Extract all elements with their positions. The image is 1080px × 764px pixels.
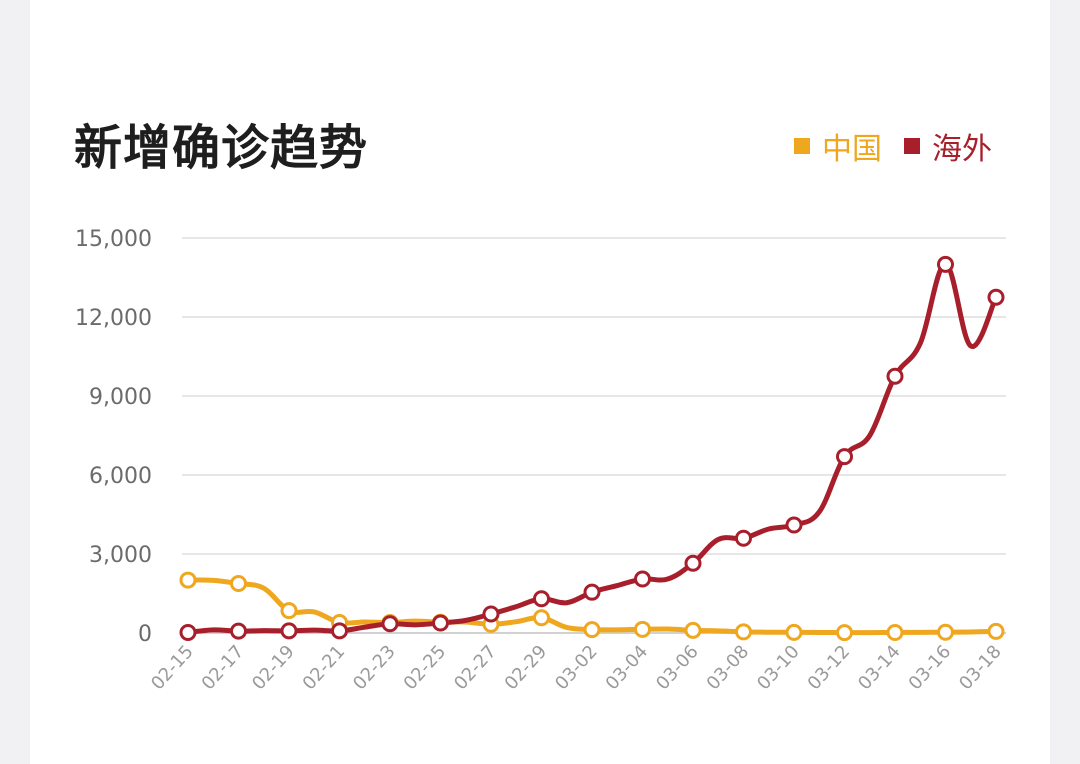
data-point-china[interactable] bbox=[634, 620, 651, 638]
x-tick-label: 02-15 bbox=[147, 641, 198, 694]
data-point-overseas[interactable] bbox=[280, 622, 298, 640]
data-point-china[interactable] bbox=[179, 571, 197, 589]
data-point-china[interactable] bbox=[886, 623, 904, 641]
y-tick-label: 15,000 bbox=[75, 227, 152, 252]
data-point-china[interactable] bbox=[735, 623, 752, 641]
grid bbox=[182, 237, 1006, 634]
chart-card: 新增确诊趋势 中国 海外 bbox=[30, 0, 1050, 764]
x-tick-label: 03-06 bbox=[652, 641, 703, 694]
y-axis-ticks: 0 3,000 6,000 9,000 12,000 15,000 bbox=[75, 227, 152, 647]
x-tick-label: 02-17 bbox=[198, 641, 249, 694]
series-points bbox=[179, 255, 1005, 642]
x-tick-label: 02-29 bbox=[501, 641, 552, 694]
data-point-overseas[interactable] bbox=[836, 448, 853, 466]
x-tick-label: 02-21 bbox=[299, 641, 350, 694]
data-point-china[interactable] bbox=[583, 621, 601, 639]
x-tick-label: 03-14 bbox=[854, 641, 905, 694]
legend: 中国 海外 bbox=[772, 124, 992, 168]
data-point-overseas[interactable] bbox=[684, 554, 702, 572]
x-tick-label: 02-19 bbox=[248, 641, 299, 694]
data-point-overseas[interactable] bbox=[482, 605, 500, 623]
data-point-china[interactable] bbox=[937, 623, 954, 641]
y-tick-label: 3,000 bbox=[89, 543, 152, 568]
x-tick-label: 02-25 bbox=[400, 641, 451, 694]
legend-swatch-overseas bbox=[904, 138, 920, 154]
x-tick-label: 03-12 bbox=[804, 641, 855, 694]
series-line-overseas bbox=[185, 261, 999, 635]
y-tick-label: 12,000 bbox=[75, 306, 152, 331]
x-tick-label: 02-23 bbox=[349, 641, 400, 694]
x-tick-label: 03-02 bbox=[551, 641, 602, 694]
data-point-overseas[interactable] bbox=[886, 367, 904, 385]
data-point-overseas[interactable] bbox=[735, 529, 752, 547]
data-point-overseas[interactable] bbox=[937, 255, 954, 273]
data-point-overseas[interactable] bbox=[331, 622, 348, 640]
x-axis-ticks: 02-15 02-17 02-19 02-21 02-23 02-25 02-27 02-29… bbox=[147, 641, 1006, 694]
legend-label-overseas: 海外 bbox=[932, 132, 992, 167]
data-point-china[interactable] bbox=[684, 621, 702, 639]
data-point-china[interactable] bbox=[280, 602, 298, 620]
series-lines bbox=[185, 261, 999, 636]
y-tick-label: 9,000 bbox=[89, 385, 152, 410]
x-tick-label: 03-10 bbox=[753, 641, 804, 694]
data-point-overseas[interactable] bbox=[179, 623, 197, 641]
chart-title: 新增确诊趋势 bbox=[74, 120, 369, 176]
data-point-overseas[interactable] bbox=[785, 516, 803, 534]
legend-swatch-china bbox=[794, 138, 810, 154]
y-tick-label: 0 bbox=[138, 622, 152, 647]
legend-label-china: 中国 bbox=[822, 132, 882, 167]
data-point-overseas[interactable] bbox=[583, 583, 601, 601]
data-point-china[interactable] bbox=[533, 609, 550, 627]
x-tick-label: 02-27 bbox=[450, 641, 501, 694]
data-point-overseas[interactable] bbox=[634, 570, 651, 588]
legend-item-china[interactable]: 中国 bbox=[794, 124, 882, 168]
data-point-china[interactable] bbox=[987, 622, 1005, 640]
data-point-china[interactable] bbox=[230, 574, 247, 592]
data-point-overseas[interactable] bbox=[432, 614, 449, 632]
legend-item-overseas[interactable]: 海外 bbox=[904, 124, 992, 168]
y-tick-label: 6,000 bbox=[89, 464, 152, 489]
data-point-overseas[interactable] bbox=[533, 590, 550, 608]
x-tick-label: 03-08 bbox=[703, 641, 754, 694]
data-point-china[interactable] bbox=[836, 624, 853, 642]
data-point-overseas[interactable] bbox=[987, 288, 1005, 306]
data-point-overseas[interactable] bbox=[381, 615, 399, 633]
data-point-overseas[interactable] bbox=[230, 622, 247, 640]
x-tick-label: 03-16 bbox=[905, 641, 956, 694]
x-tick-label: 03-04 bbox=[602, 641, 653, 694]
x-tick-label: 03-18 bbox=[955, 641, 1006, 694]
data-point-china[interactable] bbox=[785, 623, 803, 641]
